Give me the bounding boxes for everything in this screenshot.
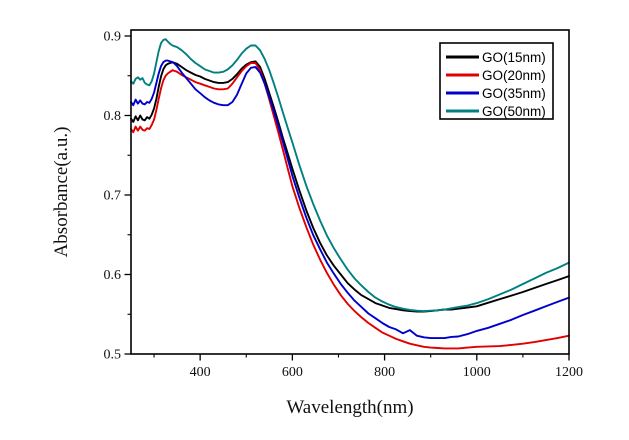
legend-label: GO(35nm) [482,86,546,101]
y-axis-title: Absorbance(a.u.) [51,127,72,258]
series-line-go50nm [130,38,570,313]
legend-label: GO(20nm) [482,68,546,83]
y-tick-label: 0.7 [104,189,122,204]
legend-label: GO(15nm) [482,50,546,65]
legend-label: GO(50nm) [482,104,546,119]
legend-box: GO(15nm) GO(20nm) GO(35nm) GO(50nm) [439,42,554,120]
plot-frame [130,29,570,355]
x-tick-label: 1200 [555,365,583,380]
y-tick-label: 0.6 [104,268,122,283]
series-line-go35nm [130,59,570,340]
x-tick-label: 400 [190,365,211,380]
y-tick-label: 0.5 [104,348,122,363]
y-tick-label: 0.9 [104,30,122,45]
x-tick-label: 800 [374,365,395,380]
y-tick-label: 0.8 [104,109,122,124]
x-tick-label: 1000 [463,365,491,380]
series-curves-group [130,38,570,350]
axis-ticks-group: 400 600 800 1000 1200 0.5 0.6 0.7 0.8 0.9 [104,30,584,381]
x-tick-label: 600 [282,365,303,380]
x-axis-title: Wavelength(nm) [286,397,413,418]
